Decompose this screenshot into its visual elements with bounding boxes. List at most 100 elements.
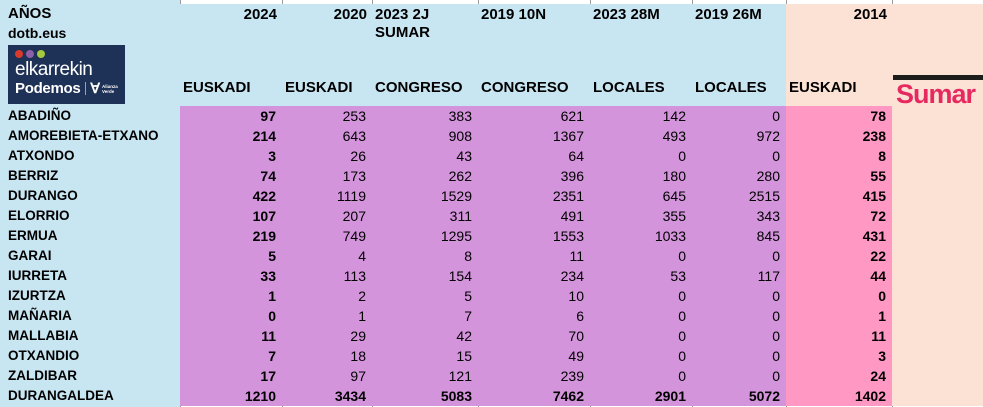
value-cell-2019-10n[interactable]: 64	[478, 146, 590, 166]
value-cell-2019-26m[interactable]: 0	[692, 286, 786, 306]
value-cell-2020[interactable]: 4	[282, 246, 372, 266]
value-cell-2024[interactable]: 5	[180, 246, 282, 266]
value-cell-2024[interactable]: 97	[180, 106, 282, 126]
value-cell-2023-28m[interactable]: 645	[590, 186, 692, 206]
value-cell-2019-10n[interactable]: 1367	[478, 126, 590, 146]
value-cell-2020[interactable]: 643	[282, 126, 372, 146]
value-cell-2023-2j[interactable]: 311	[372, 206, 478, 226]
year-header-2019-26m[interactable]: 2019 26M	[695, 6, 762, 23]
value-cell-2023-28m[interactable]: 0	[590, 346, 692, 366]
year-header-2023-2j[interactable]: 2023 2J SUMAR	[372, 6, 478, 42]
value-cell-2014[interactable]: 22	[786, 246, 892, 266]
value-cell-2019-10n[interactable]: 70	[478, 326, 590, 346]
value-cell-2023-2j[interactable]: 15	[372, 346, 478, 366]
anos-label[interactable]: AÑOS	[8, 5, 52, 22]
value-cell-2023-28m[interactable]: 0	[590, 246, 692, 266]
type-header-locales-2019[interactable]: LOCALES	[695, 79, 767, 96]
value-cell-2023-2j[interactable]: 262	[372, 166, 478, 186]
value-cell-2020[interactable]: 253	[282, 106, 372, 126]
municipality-cell[interactable]: ZALDIBAR	[0, 366, 180, 386]
value-cell-2014[interactable]: 55	[786, 166, 892, 186]
type-header-congreso-2023[interactable]: CONGRESO	[375, 79, 463, 96]
value-cell-2019-26m[interactable]: 0	[692, 306, 786, 326]
value-cell-2014[interactable]: 78	[786, 106, 892, 126]
value-cell-2023-28m[interactable]: 0	[590, 146, 692, 166]
type-header-euskadi-2024[interactable]: EUSKADI	[183, 79, 251, 96]
value-cell-2014[interactable]: 0	[786, 286, 892, 306]
value-cell-2019-10n[interactable]: 7462	[478, 386, 590, 406]
year-header-2019-10n[interactable]: 2019 10N	[481, 6, 547, 23]
value-cell-2019-26m[interactable]: 2515	[692, 186, 786, 206]
value-cell-2019-10n[interactable]: 2351	[478, 186, 590, 206]
year-header-2023-28m[interactable]: 2023 28M	[593, 6, 660, 23]
value-cell-2020[interactable]: 2	[282, 286, 372, 306]
value-cell-2024[interactable]: 74	[180, 166, 282, 186]
value-cell-2024[interactable]: 219	[180, 226, 282, 246]
municipality-cell[interactable]: IURRETA	[0, 266, 180, 286]
value-cell-2023-2j[interactable]: 5083	[372, 386, 478, 406]
value-cell-2020[interactable]: 26	[282, 146, 372, 166]
value-cell-2019-26m[interactable]: 117	[692, 266, 786, 286]
municipality-cell[interactable]: ERMUA	[0, 226, 180, 246]
value-cell-2020[interactable]: 1	[282, 306, 372, 326]
municipality-cell[interactable]: OTXANDIO	[0, 346, 180, 366]
municipality-cell[interactable]: ELORRIO	[0, 206, 180, 226]
value-cell-2020[interactable]: 18	[282, 346, 372, 366]
value-cell-2019-26m[interactable]: 0	[692, 366, 786, 386]
value-cell-2020[interactable]: 29	[282, 326, 372, 346]
value-cell-2019-10n[interactable]: 6	[478, 306, 590, 326]
value-cell-2024[interactable]: 3	[180, 146, 282, 166]
value-cell-2023-2j[interactable]: 154	[372, 266, 478, 286]
year-header-2024[interactable]: 2024	[243, 6, 277, 23]
value-cell-2014[interactable]: 1402	[786, 386, 892, 406]
value-cell-2023-2j[interactable]: 1529	[372, 186, 478, 206]
municipality-cell[interactable]: ATXONDO	[0, 146, 180, 166]
municipality-cell[interactable]: MAÑARIA	[0, 306, 180, 326]
type-header-euskadi-2014[interactable]: EUSKADI	[789, 79, 857, 96]
municipality-cell[interactable]: IZURTZA	[0, 286, 180, 306]
value-cell-2023-2j[interactable]: 42	[372, 326, 478, 346]
value-cell-2023-2j[interactable]: 121	[372, 366, 478, 386]
value-cell-2019-26m[interactable]: 5072	[692, 386, 786, 406]
value-cell-2024[interactable]: 214	[180, 126, 282, 146]
value-cell-2024[interactable]: 1	[180, 286, 282, 306]
value-cell-2023-28m[interactable]: 0	[590, 306, 692, 326]
value-cell-2019-26m[interactable]: 0	[692, 146, 786, 166]
value-cell-2019-10n[interactable]: 234	[478, 266, 590, 286]
value-cell-2023-28m[interactable]: 53	[590, 266, 692, 286]
value-cell-2023-28m[interactable]: 142	[590, 106, 692, 126]
year-header-2014[interactable]: 2014	[853, 6, 887, 23]
type-header-congreso-2019[interactable]: CONGRESO	[481, 79, 569, 96]
type-header-euskadi-2020[interactable]: EUSKADI	[285, 79, 353, 96]
value-cell-2019-10n[interactable]: 11	[478, 246, 590, 266]
value-cell-2024[interactable]: 422	[180, 186, 282, 206]
value-cell-2024[interactable]: 107	[180, 206, 282, 226]
value-cell-2019-10n[interactable]: 396	[478, 166, 590, 186]
value-cell-2023-28m[interactable]: 0	[590, 326, 692, 346]
value-cell-2019-10n[interactable]: 491	[478, 206, 590, 226]
value-cell-2024[interactable]: 1210	[180, 386, 282, 406]
value-cell-2019-26m[interactable]: 0	[692, 346, 786, 366]
value-cell-2019-26m[interactable]: 343	[692, 206, 786, 226]
municipality-cell[interactable]: AMOREBIETA-ETXANO	[0, 126, 180, 146]
value-cell-2019-26m[interactable]: 972	[692, 126, 786, 146]
value-cell-2024[interactable]: 7	[180, 346, 282, 366]
value-cell-2023-28m[interactable]: 1033	[590, 226, 692, 246]
value-cell-2023-28m[interactable]: 0	[590, 366, 692, 386]
value-cell-2019-26m[interactable]: 0	[692, 246, 786, 266]
value-cell-2014[interactable]: 8	[786, 146, 892, 166]
value-cell-2014[interactable]: 415	[786, 186, 892, 206]
value-cell-2019-26m[interactable]: 845	[692, 226, 786, 246]
value-cell-2023-28m[interactable]: 2901	[590, 386, 692, 406]
value-cell-2023-2j[interactable]: 8	[372, 246, 478, 266]
value-cell-2019-10n[interactable]: 1553	[478, 226, 590, 246]
value-cell-2024[interactable]: 0	[180, 306, 282, 326]
municipality-cell[interactable]: DURANGO	[0, 186, 180, 206]
value-cell-2023-2j[interactable]: 43	[372, 146, 478, 166]
value-cell-2014[interactable]: 72	[786, 206, 892, 226]
value-cell-2019-10n[interactable]: 49	[478, 346, 590, 366]
value-cell-2020[interactable]: 173	[282, 166, 372, 186]
value-cell-2023-2j[interactable]: 908	[372, 126, 478, 146]
value-cell-2023-2j[interactable]: 7	[372, 306, 478, 326]
value-cell-2014[interactable]: 1	[786, 306, 892, 326]
